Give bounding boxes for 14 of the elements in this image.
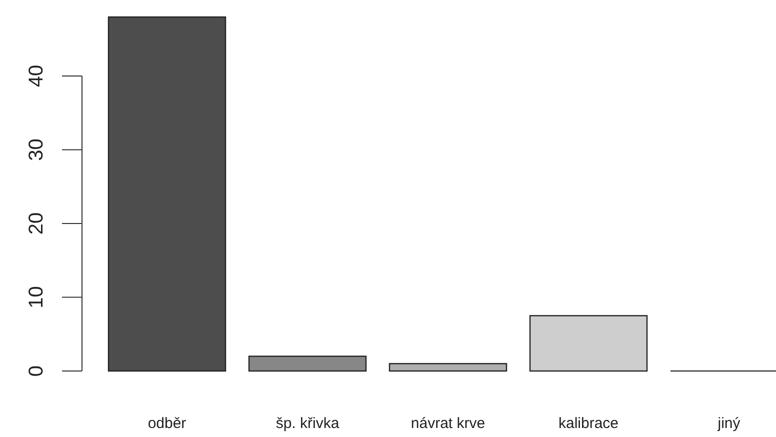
y-tick-label: 40 [25,64,48,88]
y-tick-label: 10 [25,286,48,308]
y-tick-label: 30 [25,138,48,161]
x-tick-label: jiný [716,415,741,432]
x-tick-label: kalibrace [558,415,619,432]
x-tick-label: odběr [148,415,186,432]
y-tick-label: 0 [25,365,48,377]
bar [108,16,226,372]
bar [248,356,367,372]
x-tick-label: návrat krve [410,415,486,432]
y-tick-label: 20 [25,212,48,235]
bar [388,363,508,372]
bar [529,315,648,372]
x-tick-label: šp. křivka [276,415,340,432]
